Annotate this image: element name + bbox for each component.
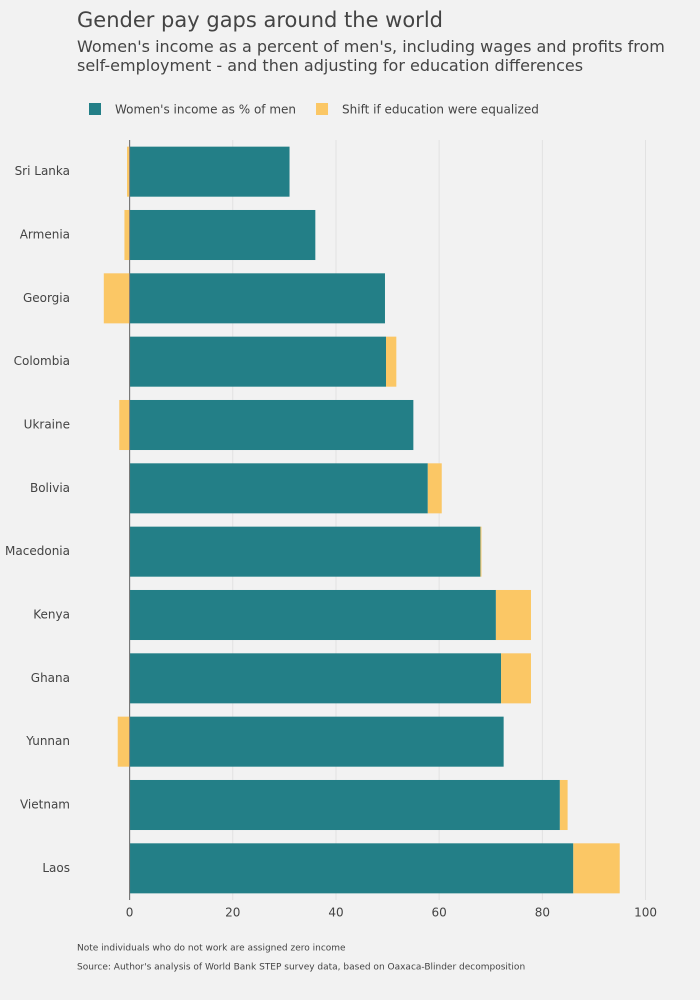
x-tick-label: 100: [634, 906, 657, 920]
bar: [124, 209, 130, 261]
x-tick-label: 60: [432, 906, 447, 920]
bar: [103, 273, 130, 324]
legend-swatch: [89, 103, 101, 115]
x-tick-label: 40: [328, 906, 343, 920]
bar: [501, 653, 531, 704]
y-tick-label: Laos: [42, 861, 70, 875]
note: Note individuals who do not work are ass…: [77, 944, 346, 954]
y-tick-label: Georgia: [23, 291, 70, 305]
x-tick-label: 80: [535, 906, 550, 920]
y-tick-label: Macedonia: [5, 544, 70, 558]
bar: [129, 653, 502, 704]
bar: [129, 336, 387, 387]
legend-swatch: [316, 103, 329, 115]
bar: [129, 526, 481, 577]
bar: [129, 273, 385, 324]
bar: [117, 716, 130, 767]
bar: [386, 336, 397, 387]
bar: [129, 399, 414, 451]
bar: [427, 463, 442, 514]
bar: [559, 779, 568, 831]
bar: [573, 843, 620, 894]
chart-subtitle: Women's income as a percent of men's, in…: [77, 37, 665, 75]
bar: [129, 843, 574, 894]
bar: [480, 526, 482, 577]
y-tick-label: Sri Lanka: [15, 164, 70, 178]
bar: [127, 146, 130, 197]
bar: [119, 399, 130, 451]
y-tick-label: Ukraine: [24, 418, 70, 432]
bar: [129, 463, 428, 514]
chart-title: Gender pay gaps around the world: [77, 8, 443, 32]
y-tick-label: Kenya: [33, 608, 70, 622]
x-tick-label: 0: [126, 906, 134, 920]
bar: [129, 146, 290, 197]
subtitle-box: Women's income as a percent of men's, in…: [77, 37, 665, 75]
y-tick-label: Bolivia: [30, 481, 70, 495]
legend-label: Women's income as % of men: [115, 103, 296, 117]
legend-label: Shift if education were equalized: [342, 103, 539, 117]
source: Source: Author's analysis of World Bank …: [77, 963, 525, 973]
y-tick-label: Vietnam: [20, 798, 70, 812]
y-tick-label: Colombia: [14, 354, 70, 368]
x-tick-label: 20: [225, 906, 240, 920]
y-tick-label: Armenia: [20, 228, 70, 242]
bar: [495, 589, 531, 641]
y-tick-label: Yunnan: [25, 734, 70, 748]
bar: [129, 716, 504, 767]
bar: [129, 209, 316, 261]
bar: [129, 589, 496, 641]
y-tick-label: Ghana: [31, 671, 70, 685]
bar: [129, 779, 560, 831]
